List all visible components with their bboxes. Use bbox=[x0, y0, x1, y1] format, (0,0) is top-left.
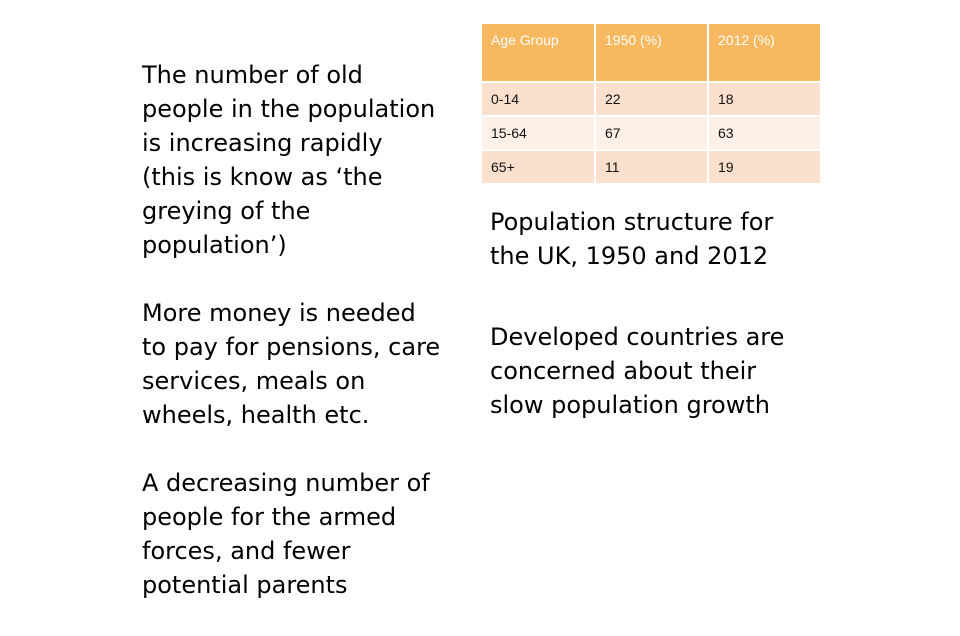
left-text-block: The number of old people in the populati… bbox=[142, 24, 472, 636]
table-cell: 11 bbox=[595, 150, 709, 185]
table-cell: 0-14 bbox=[482, 82, 596, 117]
table-caption: Population structure for the UK, 1950 an… bbox=[490, 208, 774, 270]
point-greying: The number of old people in the populati… bbox=[142, 61, 436, 259]
table-cell: 15-64 bbox=[482, 116, 596, 151]
table-cell: 65+ bbox=[482, 150, 596, 185]
population-table: Age Group 1950 (%) 2012 (%) 0-14 22 18 1… bbox=[482, 24, 820, 185]
table-header-row: Age Group 1950 (%) 2012 (%) bbox=[482, 24, 820, 83]
table-cell: 67 bbox=[595, 116, 709, 151]
point-money: More money is needed to pay for pensions… bbox=[142, 299, 441, 429]
point-armed-forces: A decreasing number of people for the ar… bbox=[142, 469, 430, 599]
table-row: 15-64 67 63 bbox=[482, 116, 820, 151]
header-2012: 2012 (%) bbox=[708, 24, 820, 83]
table-cell: 22 bbox=[595, 82, 709, 117]
developed-countries-note: Developed countries are concerned about … bbox=[490, 323, 785, 419]
header-age-group: Age Group bbox=[482, 24, 596, 83]
table-cell: 63 bbox=[708, 116, 820, 151]
table-row: 0-14 22 18 bbox=[482, 82, 820, 117]
table-cell: 18 bbox=[708, 82, 820, 117]
header-1950: 1950 (%) bbox=[595, 24, 709, 83]
table-row: 65+ 11 19 bbox=[482, 150, 820, 185]
table-cell: 19 bbox=[708, 150, 820, 185]
